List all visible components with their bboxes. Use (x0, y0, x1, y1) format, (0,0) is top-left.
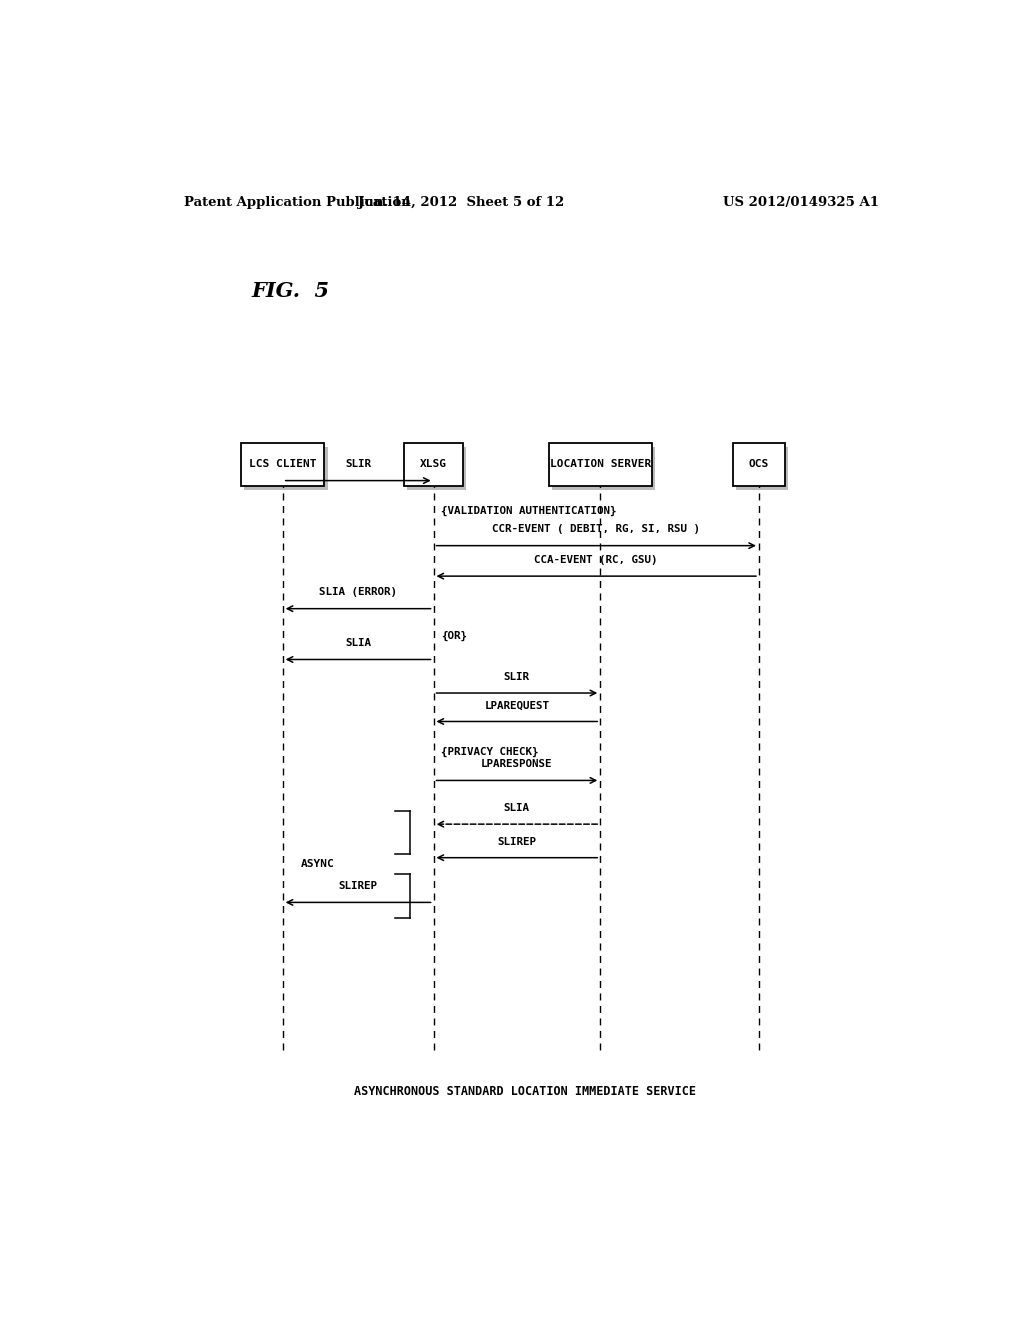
Bar (407, 447, 467, 490)
Text: Patent Application Publication: Patent Application Publication (183, 195, 411, 209)
Text: SLIREP: SLIREP (339, 882, 378, 891)
Text: ASYNC: ASYNC (301, 859, 334, 869)
Text: OCS: OCS (749, 459, 769, 470)
Text: SLIR: SLIR (345, 459, 371, 470)
Text: SLIA (ERROR): SLIA (ERROR) (319, 587, 397, 598)
Text: LPARESPONSE: LPARESPONSE (481, 759, 553, 770)
Text: SLIREP: SLIREP (498, 837, 537, 846)
Bar (403, 444, 463, 486)
Text: {VALIDATION AUTHENTICATION}: {VALIDATION AUTHENTICATION} (441, 506, 617, 516)
Bar (552, 447, 655, 490)
Bar (241, 444, 325, 486)
Bar (733, 444, 784, 486)
Text: CCA-EVENT (RC, GSU): CCA-EVENT (RC, GSU) (535, 554, 658, 565)
Text: LOCATION SERVER: LOCATION SERVER (550, 459, 651, 470)
Text: SLIA: SLIA (504, 803, 529, 813)
Text: US 2012/0149325 A1: US 2012/0149325 A1 (723, 195, 880, 209)
Text: LPAREQUEST: LPAREQUEST (484, 701, 549, 710)
Text: ASYNCHRONOUS STANDARD LOCATION IMMEDIATE SERVICE: ASYNCHRONOUS STANDARD LOCATION IMMEDIATE… (354, 1085, 695, 1098)
Text: Jun. 14, 2012  Sheet 5 of 12: Jun. 14, 2012 Sheet 5 of 12 (358, 195, 564, 209)
Text: {PRIVACY CHECK}: {PRIVACY CHECK} (441, 747, 539, 758)
Text: {OR}: {OR} (441, 631, 468, 642)
Bar (245, 447, 328, 490)
Bar (736, 447, 787, 490)
Text: XLSG: XLSG (420, 459, 447, 470)
Text: FIG.  5: FIG. 5 (251, 281, 329, 301)
Text: LCS CLIENT: LCS CLIENT (249, 459, 316, 470)
Text: CCR-EVENT ( DEBIT, RG, SI, RSU ): CCR-EVENT ( DEBIT, RG, SI, RSU ) (493, 524, 700, 535)
Text: SLIR: SLIR (504, 672, 529, 682)
Bar (549, 444, 652, 486)
Text: SLIA: SLIA (345, 639, 371, 648)
